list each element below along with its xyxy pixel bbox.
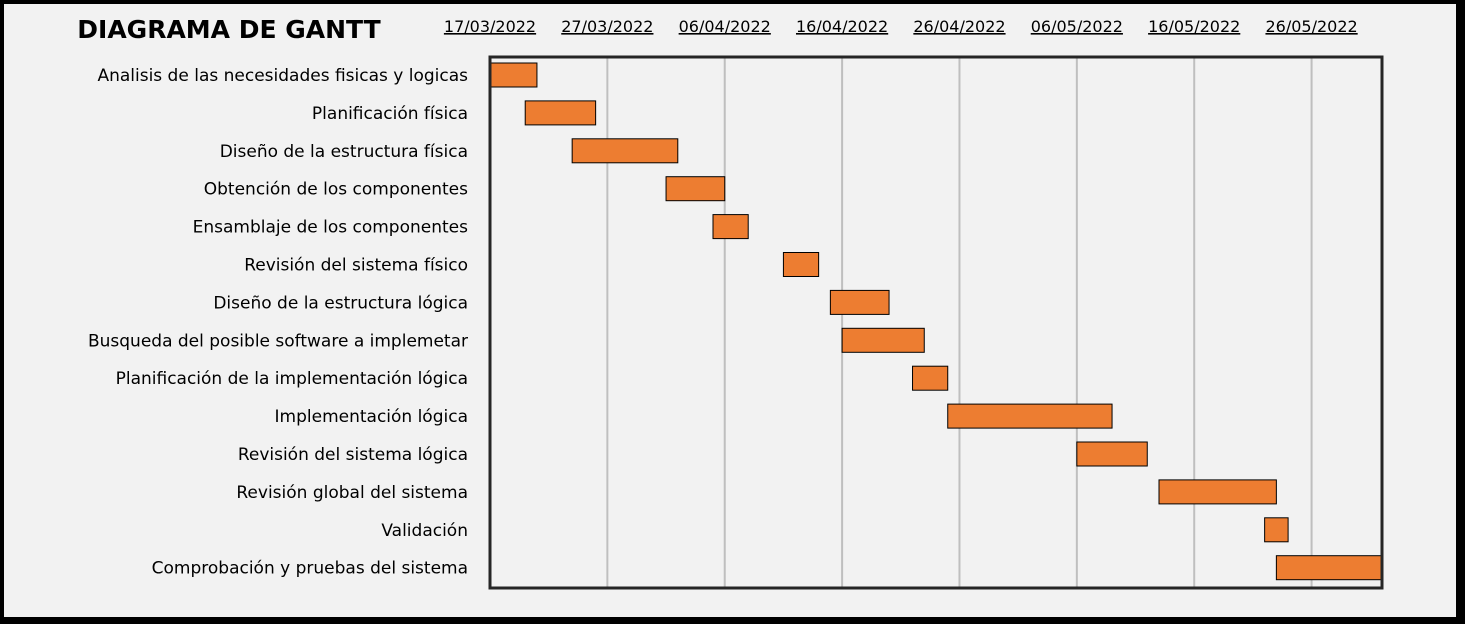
task-bar: [829, 289, 890, 315]
task-label: Planificación física: [312, 104, 468, 124]
task-label: Validación: [381, 521, 468, 541]
gridlines: [606, 57, 1313, 588]
task-label: Revisión global del sistema: [236, 483, 468, 503]
task-label: Revisión del sistema físico: [244, 256, 468, 276]
x-tick-label: 16/05/2022: [1148, 17, 1240, 36]
task-bar: [1275, 555, 1383, 581]
task-label: Busqueda del posible software a implemet…: [88, 331, 468, 351]
chart-title: DIAGRAMA DE GANTT: [77, 15, 380, 44]
x-tick-label: 16/04/2022: [796, 17, 888, 36]
task-bar: [1264, 517, 1289, 543]
task-label: Diseño de la estructura lógica: [213, 293, 468, 313]
x-tick-label: 06/05/2022: [1031, 17, 1123, 36]
task-bar: [1158, 479, 1277, 505]
task-bar: [912, 365, 949, 391]
gantt-chart: DIAGRAMA DE GANTT 17/03/2022 27/03/2022 06…: [77, 15, 1384, 590]
task-bar: [712, 214, 749, 240]
task-label: Planificación de la implementación lógic…: [116, 369, 468, 389]
task-label: Analisis de las necesidades fisicas y lo…: [97, 66, 468, 86]
task-bars: [489, 62, 1383, 581]
task-bar: [524, 100, 597, 126]
task-bar: [1076, 441, 1148, 467]
task-bar: [782, 252, 820, 277]
x-tick-label: 26/04/2022: [913, 17, 1005, 36]
chart-frame: DIAGRAMA DE GANTT 17/03/2022 27/03/2022 06…: [4, 4, 1456, 617]
task-bar: [489, 62, 538, 88]
task-bar: [841, 327, 925, 353]
x-tick-label: 27/03/2022: [561, 17, 653, 36]
task-label: Diseño de la estructura física: [220, 142, 468, 162]
task-labels: Analisis de las necesidades fisicas y lo…: [88, 66, 468, 579]
x-tick-label: 17/03/2022: [444, 17, 536, 36]
task-bar: [665, 176, 726, 202]
task-label: Implementación lógica: [275, 407, 468, 427]
task-label: Ensamblaje de los componentes: [193, 218, 469, 238]
x-tick-label: 06/04/2022: [679, 17, 771, 36]
task-bar: [571, 138, 679, 164]
x-axis-ticks: 17/03/2022 27/03/2022 06/04/2022 16/04/2022…: [444, 17, 1358, 36]
task-label: Comprobación y pruebas del sistema: [152, 559, 468, 579]
task-label: Obtención de los componentes: [204, 180, 468, 200]
task-label: Revisión del sistema lógica: [238, 445, 468, 465]
task-bar: [947, 403, 1113, 429]
x-tick-label: 26/05/2022: [1265, 17, 1357, 36]
plot-area-border: [488, 55, 1384, 590]
